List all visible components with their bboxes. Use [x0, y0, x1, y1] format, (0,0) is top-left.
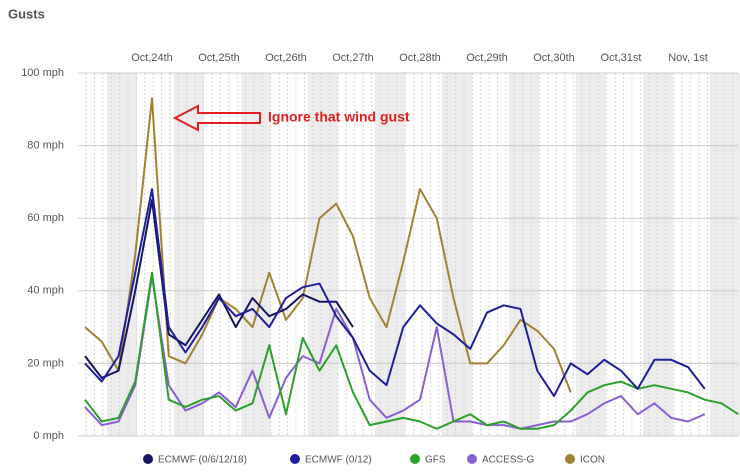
night-band	[643, 73, 673, 436]
y-tick-label: 20 mph	[27, 357, 64, 369]
legend-label: ECMWF (0/6/12/18)	[158, 455, 247, 466]
x-tick-label: Oct,24th	[131, 52, 173, 64]
legend-label: ECMWF (0/12)	[305, 455, 372, 466]
x-tick-label: Oct,26th	[265, 52, 307, 64]
y-tick-label: 100 mph	[21, 67, 64, 79]
legend-marker	[290, 454, 300, 464]
legend-label: GFS	[425, 455, 446, 466]
chart-title: Gusts	[8, 6, 45, 21]
night-band	[174, 73, 204, 436]
series-line	[84, 275, 706, 430]
legend-label: ACCESS-G	[482, 455, 534, 466]
y-tick-label: 40 mph	[27, 285, 64, 297]
plot	[84, 97, 739, 430]
x-tick-label: Oct,27th	[332, 52, 374, 64]
series-line	[84, 199, 354, 379]
annotation: Ignore that wind gust	[268, 109, 410, 125]
x-tick-label: Nov, 1st	[668, 52, 708, 64]
x-tick-label: Oct,28th	[399, 52, 441, 64]
night-band	[710, 73, 740, 436]
night-band	[576, 73, 606, 436]
x-tick-label: Oct,31st	[601, 52, 642, 64]
legend-marker	[467, 454, 477, 464]
annotation-arrow	[172, 104, 261, 132]
legend-marker	[565, 454, 575, 464]
legend: ECMWF (0/6/12/18) ECMWF (0/12) GFS ACCESS-G…	[143, 454, 605, 466]
y-tick-label: 60 mph	[27, 212, 64, 224]
y-tick-label: 0 mph	[33, 430, 64, 442]
x-tick-label: Oct,30th	[533, 52, 575, 64]
legend-marker	[143, 454, 153, 464]
night-band	[107, 73, 137, 436]
series-line	[84, 188, 706, 398]
x-tick-label: Oct,25th	[198, 52, 240, 64]
legend-marker	[410, 454, 420, 464]
y-tick-label: 80 mph	[27, 140, 64, 152]
legend-label: ICON	[580, 455, 605, 466]
series-line	[84, 271, 739, 430]
x-tick-label: Oct,29th	[466, 52, 508, 64]
night-band	[509, 73, 539, 436]
